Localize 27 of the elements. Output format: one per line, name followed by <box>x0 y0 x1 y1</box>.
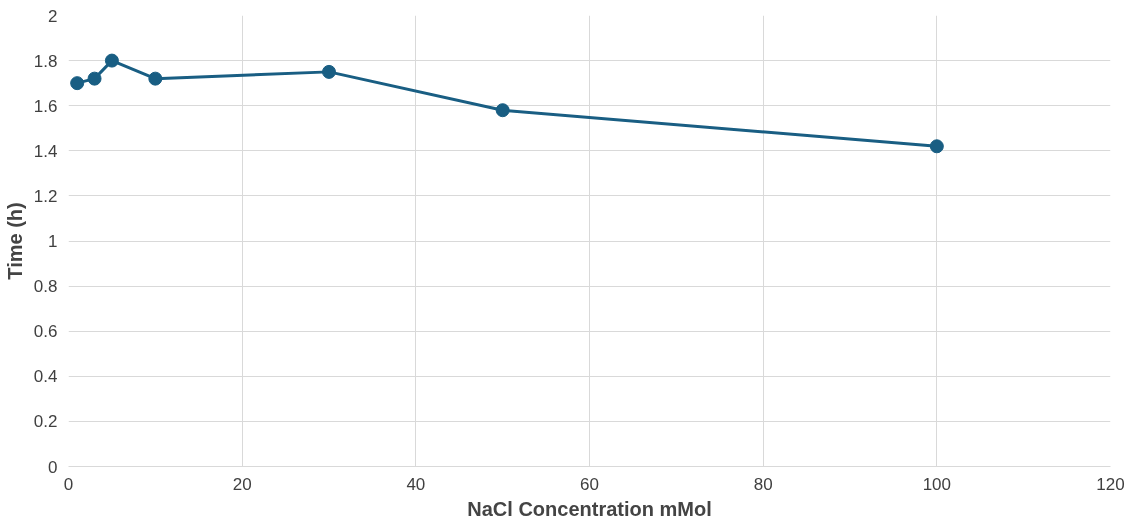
x-tick-label: 80 <box>753 474 773 494</box>
y-axis-title: Time (h) <box>3 202 26 280</box>
y-tick-label: 0.8 <box>33 277 58 297</box>
y-tick-label: 1 <box>48 232 58 251</box>
x-tick-label: 20 <box>232 474 252 494</box>
point <box>148 71 163 86</box>
x-tick-label: 120 <box>1096 474 1125 494</box>
x-axis-title: NaCl Concentration mMol <box>467 497 712 520</box>
x-tick-label: 60 <box>580 474 599 494</box>
y-tick-label: 1.2 <box>33 186 58 206</box>
x-tick-label: 0 <box>63 474 74 494</box>
y-tick-label: 1.4 <box>33 141 58 161</box>
point <box>929 139 944 154</box>
y-tick-label: 0 <box>48 457 58 477</box>
x-tick-label: 40 <box>406 474 426 494</box>
point <box>495 103 510 118</box>
x-tick-label: 100 <box>922 474 952 494</box>
y-tick-label: 2 <box>48 6 58 26</box>
y-tick-label: 0.4 <box>33 367 58 387</box>
point <box>322 64 336 79</box>
point <box>87 71 102 86</box>
point <box>70 76 85 91</box>
point <box>104 53 119 68</box>
y-tick-label: 0.6 <box>33 322 58 342</box>
y-tick-label: 0.2 <box>33 412 58 432</box>
y-tick-label: 1.6 <box>33 96 58 116</box>
y-tick-label: 1.8 <box>33 51 58 71</box>
